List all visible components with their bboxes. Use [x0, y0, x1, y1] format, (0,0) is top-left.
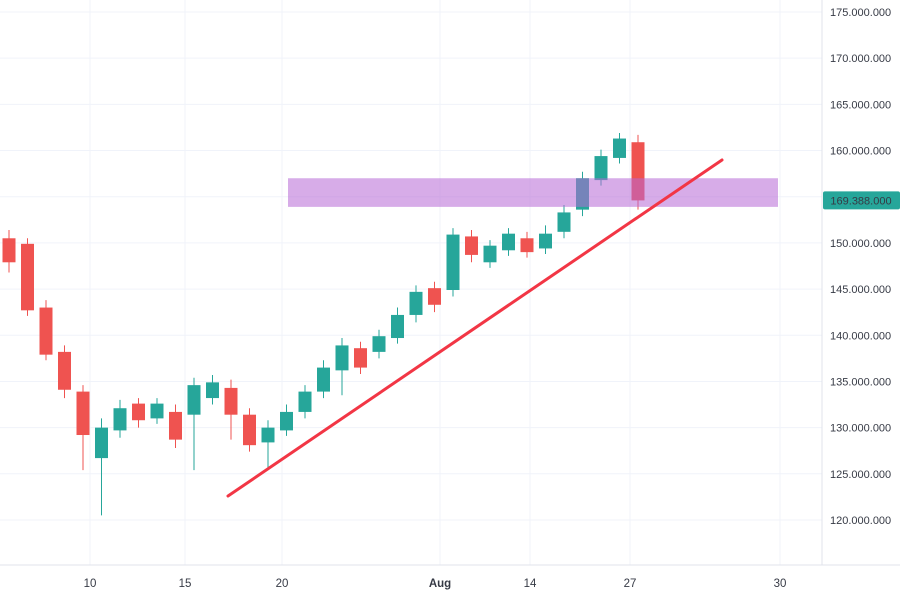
candle-body [483, 245, 497, 263]
candle-up [113, 399, 127, 438]
candle-down [39, 300, 53, 361]
price-tick-label: 165.000.000 [830, 99, 891, 111]
candle-body [261, 427, 275, 443]
candle-body [2, 238, 16, 263]
candle-down [465, 229, 478, 263]
candle-up [557, 205, 571, 239]
candle-down [21, 238, 34, 316]
candle-down [243, 408, 256, 452]
time-scale[interactable]: 10 15 20 Aug 14 27 30 [84, 578, 787, 590]
price-tick-label: 125.000.000 [830, 469, 891, 481]
time-tick-label: 27 [624, 578, 637, 590]
candle-up [206, 374, 219, 405]
candle-up [372, 329, 386, 359]
candle-body [520, 238, 534, 253]
price-tick-label: 145.000.000 [830, 284, 891, 296]
candle-body [317, 367, 330, 392]
candle-up [317, 360, 330, 399]
candle-body [372, 336, 386, 352]
candle-body [539, 233, 552, 249]
candle-body [335, 345, 349, 371]
price-tick-label: 135.000.000 [830, 376, 891, 388]
candle-body [206, 382, 219, 399]
candle-body [465, 236, 478, 255]
candle-body [113, 408, 127, 431]
candle-body [280, 411, 293, 431]
candle-body [391, 314, 404, 339]
candle-body [428, 288, 441, 305]
candle-up [187, 377, 201, 471]
candle-body [21, 243, 34, 311]
candle-up [335, 338, 349, 396]
price-scale[interactable]: 175.000.000 170.000.000 165.000.000 160.000… [830, 7, 891, 527]
candle-up [298, 385, 312, 419]
candle-body [95, 427, 108, 459]
grid [0, 0, 822, 565]
price-tick-label: 120.000.000 [830, 515, 891, 527]
candle-body [187, 385, 201, 415]
candle-body [76, 391, 90, 436]
candle-body [243, 414, 256, 446]
time-tick-label: Aug [429, 578, 451, 590]
candle-body [39, 307, 53, 355]
candle-up [261, 420, 275, 469]
time-tick-label: 20 [276, 578, 289, 590]
price-tick-label: 175.000.000 [830, 7, 891, 19]
candle-body [613, 138, 626, 158]
candle-down [58, 345, 71, 399]
candle-down [354, 341, 367, 375]
time-tick-label: 10 [84, 578, 97, 590]
time-tick-label: 30 [774, 578, 787, 590]
candle-body [594, 156, 608, 181]
candle-up [483, 240, 497, 268]
candle-up [539, 225, 552, 254]
trendline[interactable] [226, 158, 724, 498]
candle-up [150, 398, 164, 424]
candle-up [409, 285, 423, 323]
candle-up [613, 132, 626, 164]
candle-down [520, 231, 534, 258]
price-tick-label: 130.000.000 [830, 423, 891, 435]
candle-body [298, 391, 312, 412]
candle-body [557, 212, 571, 232]
last-price-badge: 169.388.000 [823, 191, 900, 210]
candle-body [224, 387, 238, 415]
candle-down [224, 379, 238, 440]
candle-down [76, 385, 90, 471]
candle-down [2, 229, 16, 273]
candle-up [446, 228, 460, 297]
candle-up [502, 228, 515, 256]
candle-body [446, 234, 460, 291]
candle-up [391, 307, 404, 344]
candle-body [58, 351, 71, 390]
candle-body [169, 411, 182, 440]
price-tick-label: 170.000.000 [830, 53, 891, 65]
candle-body [502, 233, 515, 251]
candle-down [132, 398, 145, 428]
price-tick-label: 140.000.000 [830, 330, 891, 342]
candle-up [280, 404, 293, 436]
price-tick-label: 160.000.000 [830, 146, 891, 158]
candle-body [132, 403, 145, 421]
candle-up [95, 418, 108, 516]
supply-zone-rectangle[interactable] [288, 178, 778, 207]
last-price-badge-bg [823, 191, 900, 210]
time-tick-label: 14 [524, 578, 537, 590]
last-price-badge-text: 169.388.000 [830, 195, 891, 207]
time-tick-label: 15 [179, 578, 192, 590]
candle-down [169, 404, 182, 448]
candle-body [150, 403, 164, 419]
price-tick-label: 150.000.000 [830, 238, 891, 250]
candle-body [409, 291, 423, 315]
candle-body [354, 348, 367, 368]
candle-down [428, 281, 441, 313]
